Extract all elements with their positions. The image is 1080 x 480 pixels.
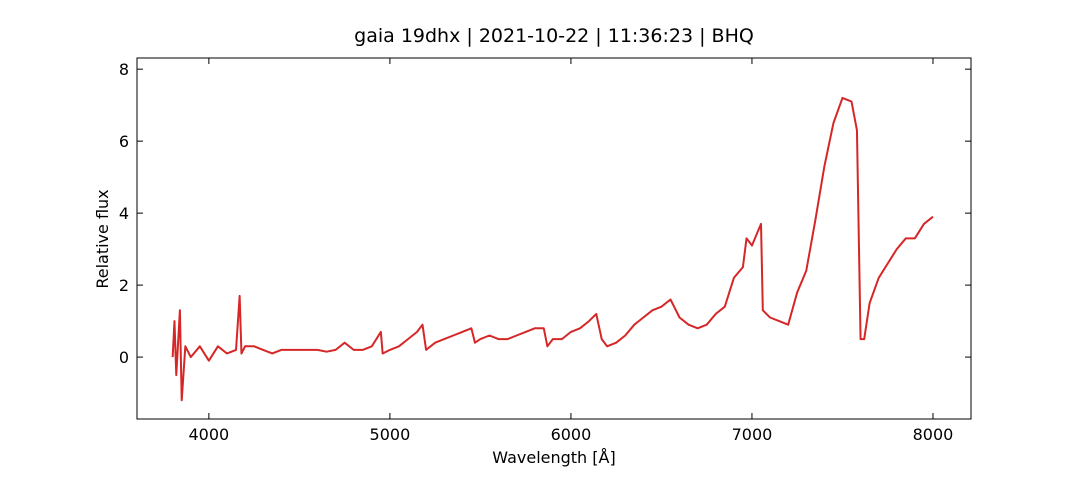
y-tick-label: 0 <box>119 348 129 367</box>
y-axis-label: Relative flux <box>93 189 112 288</box>
x-tick-label: 6000 <box>551 425 592 444</box>
chart-title: gaia 19dhx | 2021-10-22 | 11:36:23 | BHQ <box>354 25 754 47</box>
x-tick-label: 5000 <box>370 425 411 444</box>
y-tick-label: 6 <box>119 132 129 151</box>
plot-frame <box>136 57 972 420</box>
x-tick-label: 7000 <box>732 425 773 444</box>
y-tick-label: 8 <box>119 60 129 79</box>
y-tick-label: 4 <box>119 204 129 223</box>
x-tick-label: 8000 <box>913 425 954 444</box>
x-tick-label: 4000 <box>189 425 230 444</box>
x-axis-label: Wavelength [Å] <box>492 448 615 467</box>
y-tick-label: 2 <box>119 276 129 295</box>
spectrum-line <box>171 96 934 402</box>
